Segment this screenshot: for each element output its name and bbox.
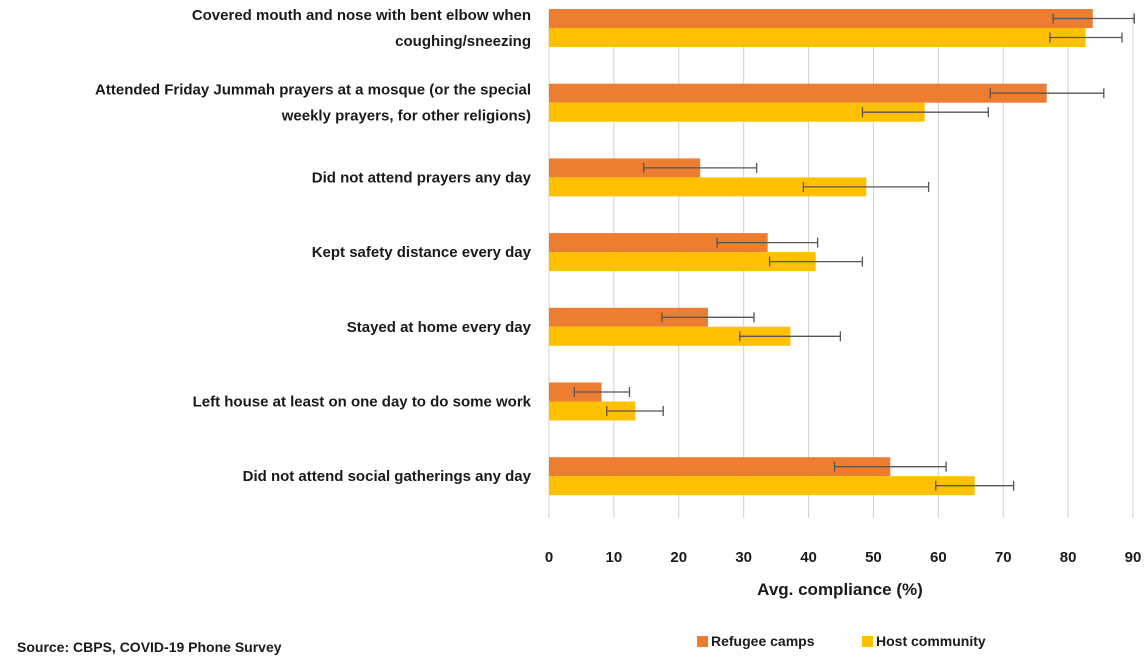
bar bbox=[549, 177, 867, 197]
bars bbox=[549, 9, 1093, 496]
x-tick-label: 90 bbox=[1125, 549, 1142, 566]
category-label: Kept safety distance every day bbox=[312, 244, 532, 261]
x-tick-label: 20 bbox=[670, 549, 687, 566]
bar bbox=[549, 401, 636, 421]
x-tick-label: 50 bbox=[865, 549, 882, 566]
bar bbox=[549, 252, 816, 272]
category-label-line: Kept safety distance every day bbox=[312, 244, 532, 261]
x-tick-label: 0 bbox=[545, 549, 553, 566]
legend-swatch bbox=[697, 636, 708, 647]
source-note: Source: CBPS, COVID-19 Phone Survey bbox=[17, 639, 282, 655]
x-tick-label: 10 bbox=[606, 549, 623, 566]
x-axis-title: Avg. compliance (%) bbox=[757, 580, 923, 599]
category-label-line: Attended Friday Jummah prayers at a mosq… bbox=[95, 82, 531, 99]
category-label-line: Covered mouth and nose with bent elbow w… bbox=[192, 7, 531, 24]
x-tick-label: 60 bbox=[930, 549, 947, 566]
legend-label: Refugee camps bbox=[711, 633, 815, 649]
category-label: Did not attend prayers any day bbox=[312, 169, 532, 186]
bar bbox=[549, 326, 791, 346]
x-tick-label: 70 bbox=[995, 549, 1012, 566]
bar bbox=[549, 83, 1047, 103]
legend-label: Host community bbox=[876, 633, 986, 649]
x-tick-label: 40 bbox=[800, 549, 817, 566]
x-tick-label: 80 bbox=[1060, 549, 1077, 566]
x-tick-label: 30 bbox=[735, 549, 752, 566]
bar bbox=[549, 9, 1093, 28]
x-tick-labels: 0 10 20 30 40 50 60 70 80 90 bbox=[545, 549, 1142, 566]
bar bbox=[549, 28, 1086, 47]
category-label: Did not attend social gatherings any day bbox=[243, 468, 532, 485]
category-label: Attended Friday Jummah prayers at a mosq… bbox=[95, 82, 531, 125]
bar bbox=[549, 233, 768, 253]
bar bbox=[549, 476, 975, 496]
category-label: Stayed at home every day bbox=[347, 319, 532, 336]
category-label-line: Did not attend social gatherings any day bbox=[243, 468, 532, 485]
error-bars bbox=[573, 13, 1135, 491]
legend: Refugee camps Host community bbox=[697, 633, 986, 649]
category-label-line: weekly prayers, for other religions) bbox=[281, 108, 531, 125]
legend-swatch bbox=[862, 636, 873, 647]
bar bbox=[549, 102, 925, 122]
bar bbox=[549, 457, 891, 477]
category-label-line: Left house at least on one day to do som… bbox=[193, 394, 532, 411]
category-label-line: coughing/sneezing bbox=[395, 33, 531, 50]
category-label-line: Stayed at home every day bbox=[347, 319, 532, 336]
category-label: Left house at least on one day to do som… bbox=[193, 394, 532, 411]
category-labels: Covered mouth and nose with bent elbow w… bbox=[95, 7, 532, 485]
bar bbox=[549, 307, 708, 327]
category-label-line: Did not attend prayers any day bbox=[312, 169, 532, 186]
bar bbox=[549, 158, 701, 178]
category-label: Covered mouth and nose with bent elbow w… bbox=[192, 7, 531, 50]
